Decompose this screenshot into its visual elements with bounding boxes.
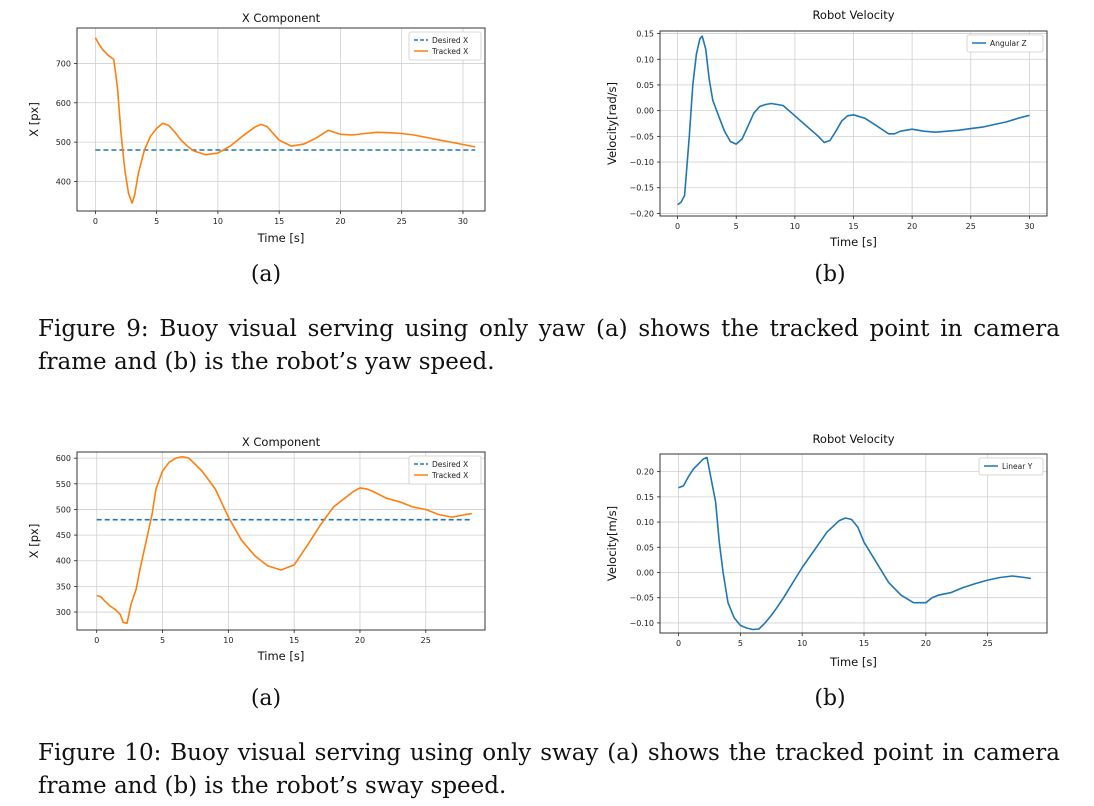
chart-title: Robot Velocity — [812, 8, 894, 22]
chart-fig9b: 0 5 10 15 20 25 30 −0.20 −0.15 −0.10 −0.05 0.00 0.05… — [600, 4, 1060, 260]
y-tick-label: 0.10 — [636, 55, 654, 64]
chart-title: X Component — [242, 435, 321, 449]
subfigure-label-9a: (a) — [250, 262, 282, 287]
y-tick-label: 450 — [56, 531, 71, 540]
y-tick-label: 0.00 — [636, 568, 654, 577]
chart-fig9a: 0 5 10 15 20 25 30 400 500 600 700 X Component Time … — [20, 6, 500, 256]
y-tick-label: 550 — [56, 480, 71, 489]
series-line-tracked-x — [94, 37, 476, 204]
x-axis-label: Time [s] — [829, 655, 877, 669]
y-tick-label: −0.20 — [629, 209, 654, 218]
y-tick-label: 500 — [56, 505, 71, 514]
x-tick-label: 0 — [675, 222, 680, 231]
x-tick-label: 5 — [738, 639, 743, 648]
legend-box — [966, 34, 1044, 53]
x-tick-label: 15 — [848, 222, 858, 231]
x-tick-label: 0 — [94, 636, 99, 645]
legend-entry: Desired X — [432, 36, 468, 45]
legend-box — [408, 455, 482, 485]
chart-title: Robot Velocity — [812, 432, 894, 446]
y-axis-label: Velocity[rad/s] — [605, 82, 619, 165]
chart-svg-fig9a: 0 5 10 15 20 25 30 400 500 600 700 X Component Time … — [27, 11, 486, 245]
chart-svg-fig10b: 0 5 10 15 20 25 −0.10 −0.05 0.00 0.05 0.10 0.15 0.20… — [605, 432, 1048, 669]
y-axis-label: X [px] — [27, 102, 41, 137]
x-tick-label: 10 — [790, 222, 800, 231]
x-tick-label: 25 — [421, 636, 431, 645]
x-tick-label: 20 — [921, 639, 931, 648]
x-tick-label: 5 — [154, 217, 159, 226]
legend: Angular Z — [966, 34, 1044, 53]
x-tick-label: 15 — [859, 639, 869, 648]
y-tick-label: 300 — [56, 608, 71, 617]
x-tick-label: 25 — [983, 639, 993, 648]
y-tick-label: 400 — [56, 557, 71, 566]
legend: Desired X Tracked X — [408, 31, 482, 61]
subfigure-label-9b: (b) — [814, 262, 846, 287]
y-tick-label: −0.05 — [629, 594, 654, 603]
y-tick-label: 400 — [56, 177, 71, 186]
series-line-linear-y — [678, 456, 1032, 631]
y-tick-label: −0.05 — [629, 132, 654, 141]
x-tick-label: 5 — [160, 636, 165, 645]
y-tick-label: 0.05 — [636, 81, 654, 90]
y-tick-label: 700 — [56, 59, 71, 68]
chart-svg-fig10a: 0 5 10 15 20 25 300 350 400 450 500 550 600 X Compone… — [27, 435, 486, 663]
x-tick-label: 20 — [355, 636, 365, 645]
y-axis-label: Velocity[m/s] — [605, 506, 619, 581]
y-tick-label: −0.15 — [629, 184, 654, 193]
chart-svg-fig9b: 0 5 10 15 20 25 30 −0.20 −0.15 −0.10 −0.05 0.00 0.05… — [605, 8, 1048, 249]
x-tick-label: 25 — [966, 222, 976, 231]
x-tick-label: 30 — [1024, 222, 1034, 231]
x-tick-label: 25 — [397, 217, 407, 226]
y-tick-label: 350 — [56, 582, 71, 591]
x-tick-label: 20 — [907, 222, 917, 231]
legend-box — [408, 31, 482, 61]
x-axis-label: Time [s] — [257, 231, 305, 245]
y-tick-label: 0.05 — [636, 543, 654, 552]
figure-9-caption: Figure 9: Buoy visual serving using only… — [38, 316, 1060, 375]
legend-entry: Linear Y — [1002, 462, 1033, 471]
x-axis-label: Time [s] — [257, 649, 305, 663]
plot-frame — [76, 27, 486, 212]
y-tick-label: 600 — [56, 99, 71, 108]
plot-frame — [659, 453, 1048, 634]
y-tick-label: 0.10 — [636, 518, 654, 527]
chart-fig10b: 0 5 10 15 20 25 −0.10 −0.05 0.00 0.05 0.10 0.15 0.20… — [600, 428, 1060, 676]
x-tick-label: 15 — [274, 217, 284, 226]
y-tick-label: 600 — [56, 454, 71, 463]
figure-10-caption: Figure 10: Buoy visual serving using onl… — [38, 740, 1060, 799]
y-tick-label: 0.15 — [636, 30, 654, 39]
x-tick-label: 0 — [93, 217, 98, 226]
y-axis-label: X [px] — [27, 524, 41, 559]
subfigure-label-10b: (b) — [814, 686, 846, 711]
plot-frame — [76, 451, 486, 631]
y-tick-label: −0.10 — [629, 158, 654, 167]
series-line-angular-z — [677, 35, 1030, 206]
x-tick-label: 0 — [676, 639, 681, 648]
legend-box — [978, 457, 1044, 476]
y-tick-label: 0.15 — [636, 493, 654, 502]
legend-entry: Tracked X — [431, 47, 468, 56]
y-tick-label: 500 — [56, 138, 71, 147]
subfigure-label-10a: (a) — [250, 686, 282, 711]
series-line-tracked-x — [96, 455, 472, 625]
x-tick-label: 5 — [734, 222, 739, 231]
x-tick-label: 20 — [335, 217, 345, 226]
x-tick-label: 10 — [797, 639, 807, 648]
legend-entry: Desired X — [432, 460, 468, 469]
x-tick-label: 15 — [289, 636, 299, 645]
chart-title: X Component — [242, 11, 321, 25]
y-tick-label: 0.00 — [636, 107, 654, 116]
y-tick-label: 0.20 — [636, 468, 654, 477]
y-tick-label: −0.10 — [629, 619, 654, 628]
legend-entry: Tracked X — [431, 471, 468, 480]
x-tick-label: 30 — [458, 217, 468, 226]
legend-entry: Angular Z — [990, 39, 1027, 48]
x-tick-label: 10 — [223, 636, 233, 645]
x-axis-label: Time [s] — [829, 235, 877, 249]
chart-fig10a: 0 5 10 15 20 25 300 350 400 450 500 550 600 X Compone… — [20, 430, 500, 670]
legend: Desired X Tracked X — [408, 455, 482, 485]
x-tick-label: 10 — [213, 217, 223, 226]
legend: Linear Y — [978, 457, 1044, 476]
